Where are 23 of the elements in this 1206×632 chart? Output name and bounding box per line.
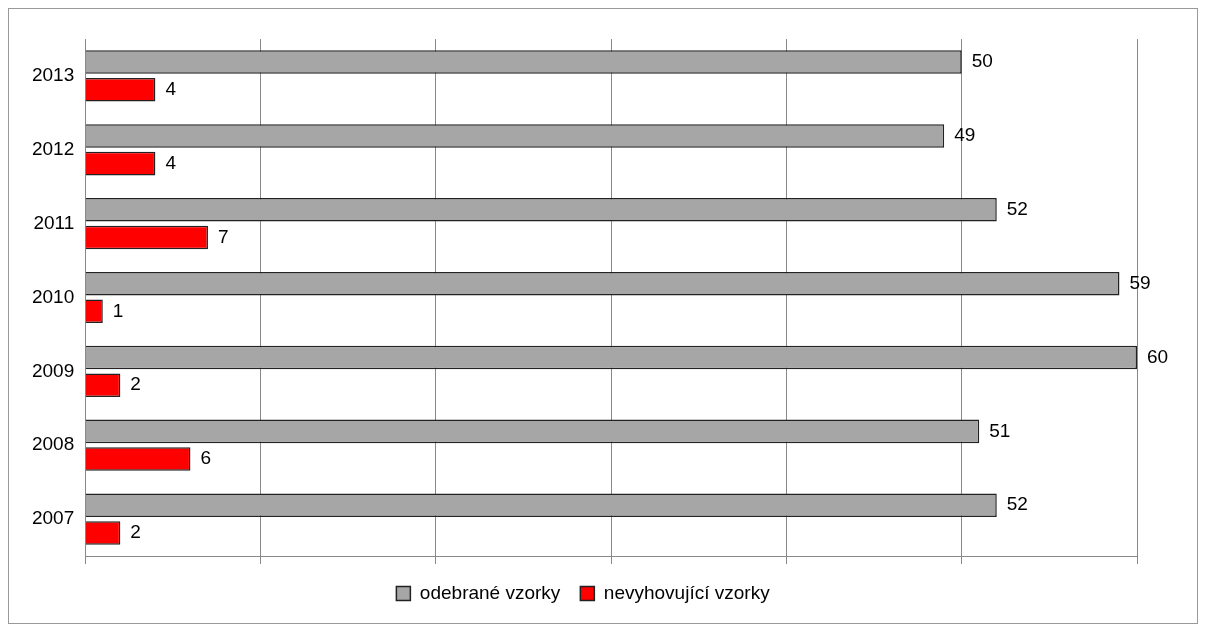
y-tick-label: 2011 <box>33 211 75 233</box>
data-label: 2 <box>130 373 141 395</box>
data-label: 7 <box>217 225 229 247</box>
legend-label: odebrané vzorky <box>419 581 561 603</box>
y-tick-label: 2008 <box>31 433 75 455</box>
data-label: 50 <box>971 50 993 72</box>
data-label: 4 <box>165 151 177 173</box>
data-label: 4 <box>165 78 177 100</box>
data-label: 52 <box>1006 493 1028 515</box>
y-tick-label: 2013 <box>31 64 75 86</box>
data-label: 52 <box>1006 198 1028 220</box>
data-label: 60 <box>1147 345 1169 367</box>
data-label: 6 <box>200 447 212 469</box>
data-label: 1 <box>112 299 124 321</box>
data-label: 51 <box>989 419 1011 441</box>
data-label: 49 <box>954 124 976 146</box>
y-tick-label: 2009 <box>31 359 75 381</box>
y-tick-label: 2010 <box>31 285 75 307</box>
legend-label: nevyhovující vzorky <box>603 581 771 603</box>
y-tick-label: 2012 <box>31 138 75 160</box>
data-label: 2 <box>130 521 141 543</box>
y-tick-label: 2007 <box>31 507 75 529</box>
data-label: 59 <box>1129 271 1151 293</box>
